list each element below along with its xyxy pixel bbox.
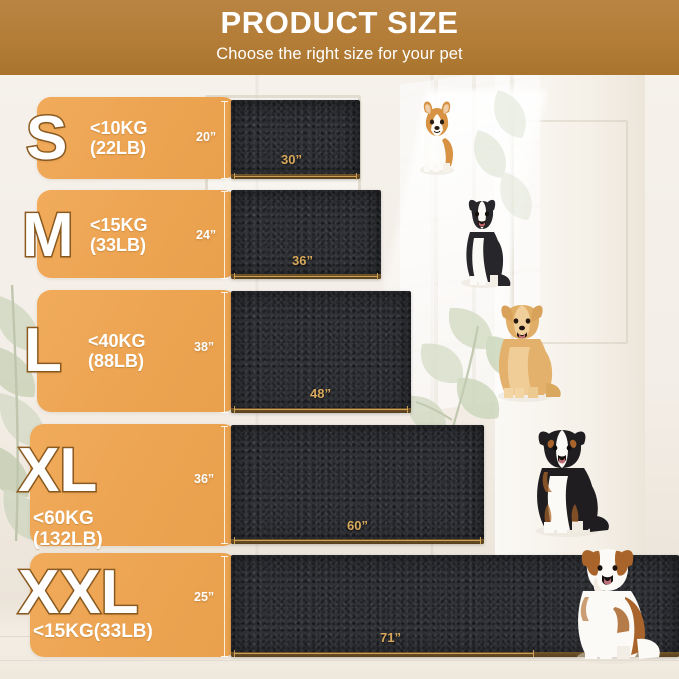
size-weight-kg-l: <40KG xyxy=(88,331,146,351)
size-letter-xxl: XXL xyxy=(17,558,141,627)
size-weight-s: <10KG (22LB) xyxy=(90,118,148,158)
size-weight-m: <15KG (33LB) xyxy=(90,215,148,255)
dog-photo-corgi xyxy=(420,101,454,175)
size-weight-kg-xl: <60KG (132LB) xyxy=(33,508,103,551)
width-label-xxl: 71” xyxy=(380,630,401,645)
background-floor-line-2 xyxy=(0,660,679,661)
page-subtitle: Choose the right size for your pet xyxy=(216,44,463,63)
page-title: PRODUCT SIZE xyxy=(220,5,459,40)
width-dimension-line-xxl xyxy=(234,650,534,657)
width-label-xl: 60” xyxy=(347,518,368,533)
height-dimension-line-s xyxy=(221,101,228,179)
dog-photo-bernese-mountain-dog xyxy=(536,430,609,537)
height-dimension-line-xl xyxy=(221,426,228,544)
height-label-l: 38” xyxy=(194,340,215,354)
size-weight-lb-s: (22LB) xyxy=(90,138,147,159)
mat-l xyxy=(231,291,411,413)
size-letter-m: M xyxy=(21,201,76,270)
dog-photo-golden-retriever xyxy=(498,305,561,402)
size-weight-lb-l: (88LB) xyxy=(88,351,145,372)
size-weight-kg-xxl: <15KG(33LB) xyxy=(33,621,153,642)
dog-photo-saint-bernard xyxy=(577,549,660,664)
width-dimension-line-xl xyxy=(234,537,481,544)
size-badge-xxl xyxy=(30,553,237,657)
size-weight-kg-s: <10KG xyxy=(90,118,148,138)
size-badge-xl xyxy=(30,424,237,546)
width-dimension-line-l xyxy=(234,406,408,413)
size-weight-xl: <60KG (132LB) xyxy=(33,508,103,551)
dog-photo-border-collie xyxy=(461,199,511,288)
size-weight-kg-m: <15KG xyxy=(90,215,148,235)
height-label-xl: 36” xyxy=(194,472,215,486)
size-letter-l: L xyxy=(23,316,64,385)
size-badge-m xyxy=(37,190,237,278)
mat-s xyxy=(231,100,360,179)
height-dimension-line-m xyxy=(221,191,228,279)
height-label-s: 20” xyxy=(196,130,217,144)
size-letter-xl: XL xyxy=(16,436,98,505)
size-badge-l xyxy=(37,290,237,412)
size-badge-s xyxy=(37,97,237,179)
size-weight-l: <40KG (88LB) xyxy=(88,331,146,371)
mat-m xyxy=(231,190,381,279)
height-dimension-line-xxl xyxy=(221,556,228,657)
width-dimension-line-s xyxy=(234,173,357,180)
width-label-s: 30” xyxy=(281,152,302,167)
height-dimension-line-l xyxy=(221,292,228,413)
height-label-m: 24” xyxy=(196,228,217,242)
width-label-l: 48” xyxy=(310,386,331,401)
size-weight-xxl: <15KG(33LB) xyxy=(33,621,153,642)
size-weight-lb-m: (33LB) xyxy=(90,235,147,256)
width-dimension-line-m xyxy=(234,273,378,280)
size-letter-s: S xyxy=(24,104,68,173)
mat-xl xyxy=(231,425,484,544)
height-label-xxl: 25” xyxy=(194,590,215,604)
header-band: PRODUCT SIZE Choose the right size for y… xyxy=(0,0,679,75)
width-label-m: 36” xyxy=(292,253,313,268)
